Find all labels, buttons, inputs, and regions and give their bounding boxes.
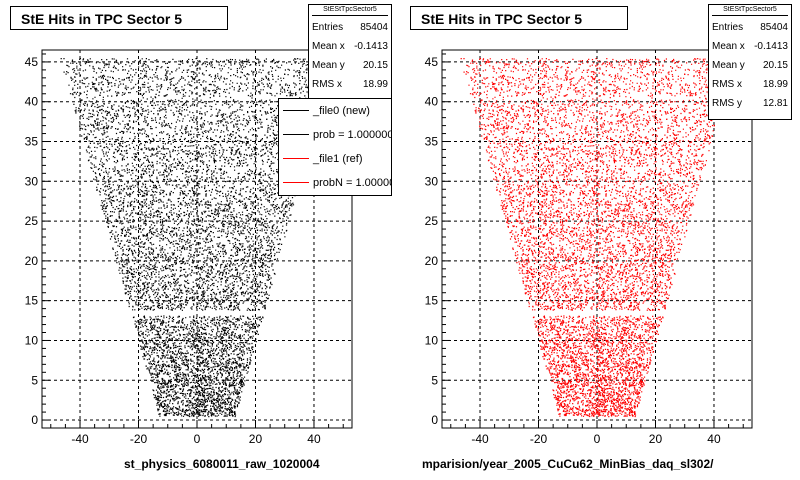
- legend-line-red: [283, 158, 309, 159]
- x-tick-label: 20: [649, 432, 663, 446]
- scatter-points: [60, 58, 334, 418]
- y-tick-label: 20: [25, 254, 39, 268]
- left-stats-row: Mean y 20.15: [312, 60, 388, 71]
- left-stats-row: Mean x -0.1413: [312, 41, 388, 52]
- left-ticks: -40 -20 0 20 40 0 5 10 15 20 25 30 35 40 45: [25, 53, 344, 446]
- right-stats-row: Entries 85404: [712, 22, 788, 33]
- legend-entry: _file1 (ref): [279, 147, 391, 171]
- y-tick-label: 40: [425, 95, 439, 109]
- right-points: [460, 58, 734, 418]
- x-tick-label: 0: [194, 432, 201, 446]
- y-tick-label: 45: [25, 55, 39, 69]
- y-tick-label: 10: [425, 333, 439, 347]
- right-stats-row: RMS x 18.99: [712, 79, 788, 90]
- y-tick-label: 15: [425, 294, 439, 308]
- left-x-axis-label: st_physics_6080011_raw_1020004: [124, 457, 320, 471]
- y-tick-label: 20: [425, 254, 439, 268]
- legend-line-red: [283, 182, 309, 183]
- left-stats-title: StEStTpcSector5: [312, 6, 388, 16]
- right-grid: [442, 50, 752, 428]
- right-stats-title: StEStTpcSector5: [712, 6, 788, 16]
- y-tick-label: 0: [431, 413, 438, 427]
- x-tick-label: 40: [307, 432, 321, 446]
- x-tick-label: 20: [249, 432, 263, 446]
- y-tick-label: 30: [425, 174, 439, 188]
- y-tick-label: 25: [425, 214, 439, 228]
- legend-line-black: [283, 110, 309, 111]
- y-tick-label: 40: [25, 95, 39, 109]
- left-stats-row: Entries 85404: [312, 22, 388, 33]
- x-tick-label: 0: [594, 432, 601, 446]
- scatter-points: [460, 58, 734, 418]
- right-stats-row: Mean y 20.15: [712, 60, 788, 71]
- left-chart-panel: -40 -20 0 20 40 0 5 10 15 20 25 30 35 40 45 StE Hits i…: [10, 4, 392, 471]
- left-stats-box: StEStTpcSector5 Entries 85404 Mean x -0.14…: [308, 4, 392, 100]
- y-tick-label: 45: [425, 55, 439, 69]
- right-plot: -40 -20 0 20 40 0 5 10 15 20 25 30 35 40 45: [425, 49, 753, 446]
- legend-entry: _file0 (new): [279, 99, 391, 123]
- x-tick-label: -40: [471, 432, 489, 446]
- y-tick-label: 5: [431, 373, 438, 387]
- y-tick-label: 10: [25, 333, 39, 347]
- right-x-axis-label: mparision/year_2005_CuCu62_MinBias_daq_s…: [422, 457, 714, 471]
- right-chart-title: StE Hits in TPC Sector 5: [410, 6, 628, 30]
- left-chart-title: StE Hits in TPC Sector 5: [10, 6, 228, 30]
- left-points: [60, 58, 334, 418]
- right-stats-row: RMS y 12.81: [712, 98, 788, 109]
- right-stats-row: Mean x -0.1413: [712, 41, 788, 52]
- y-tick-label: 35: [425, 135, 439, 149]
- y-tick-label: 30: [25, 174, 39, 188]
- legend-entry: probN = 1.000000: [279, 171, 391, 195]
- right-ticks: -40 -20 0 20 40 0 5 10 15 20 25 30 35 40 45: [425, 53, 744, 446]
- legend-line-black: [283, 134, 309, 135]
- legend-box: _file0 (new) prob = 1.000000 _file1 (ref…: [278, 98, 392, 196]
- x-tick-label: -20: [530, 432, 548, 446]
- right-stats-box: StEStTpcSector5 Entries 85404 Mean x -0.14…: [708, 4, 792, 120]
- y-tick-label: 0: [31, 413, 38, 427]
- legend-entry: prob = 1.000000: [279, 123, 391, 147]
- y-tick-label: 15: [25, 294, 39, 308]
- right-chart-panel: -40 -20 0 20 40 0 5 10 15 20 25 30 35 40 45 StE Hits i…: [400, 0, 800, 480]
- y-tick-label: 25: [25, 214, 39, 228]
- left-stats-row: RMS x 18.99: [312, 79, 388, 90]
- y-tick-label: 5: [31, 373, 38, 387]
- x-tick-label: 40: [707, 432, 721, 446]
- x-tick-label: -40: [71, 432, 89, 446]
- y-tick-label: 35: [25, 135, 39, 149]
- x-tick-label: -20: [130, 432, 148, 446]
